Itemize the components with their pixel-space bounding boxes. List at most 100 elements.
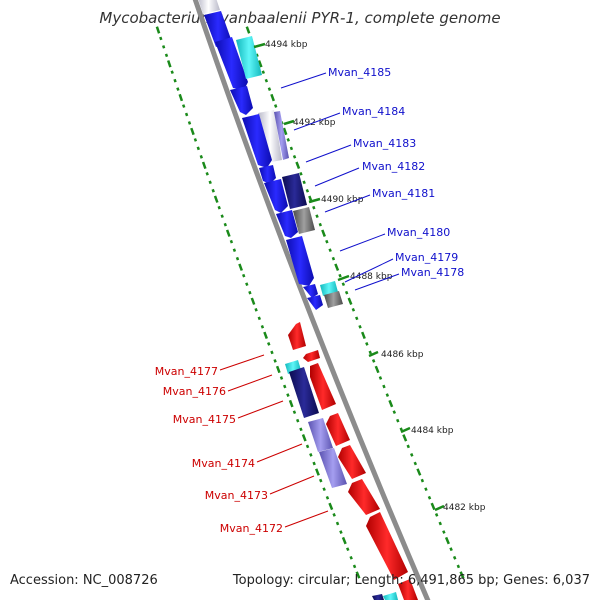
gene-label-mvan-4176[interactable]: Mvan_4176 [163, 385, 226, 398]
gene-label-mvan-4185[interactable]: Mvan_4185 [328, 66, 391, 79]
ring-tick [182, 104, 186, 108]
ring-tick [270, 93, 275, 102]
ring-tick [378, 376, 383, 380]
gene-label-mvan-4172[interactable]: Mvan_4172 [220, 522, 283, 535]
ring-tick [334, 263, 340, 271]
ring-tick [459, 571, 465, 579]
ring-tick [410, 453, 414, 457]
ring-tick [302, 180, 306, 185]
ring-tick [347, 297, 353, 305]
gene-arrow[interactable] [383, 592, 398, 600]
ring-tick [299, 427, 303, 432]
ring-tick [260, 324, 265, 329]
ring-tick [331, 256, 336, 261]
gene-arrow[interactable] [264, 179, 288, 213]
ring-tick [178, 93, 184, 102]
ring-tick [205, 171, 209, 176]
ring-tick [325, 495, 330, 500]
ring-tick [396, 418, 400, 423]
ring-tick [382, 384, 386, 389]
ring-tick [321, 229, 326, 237]
gene-arrow[interactable] [242, 114, 272, 168]
ring-tick [286, 393, 290, 397]
gene-label-mvan-4173[interactable]: Mvan_4173 [205, 489, 268, 502]
gene-arrow[interactable] [338, 445, 366, 479]
ring-tick [344, 290, 349, 295]
gene-label-mvan-4178[interactable]: Mvan_4178 [401, 266, 464, 279]
ring-tick [190, 127, 195, 136]
ring-tick [305, 188, 310, 193]
ring-tick [399, 427, 403, 432]
ring-tick [315, 468, 320, 476]
ring-tick [257, 316, 261, 321]
gene-arrow[interactable] [398, 579, 418, 600]
gene-label-mvan-4177[interactable]: Mvan_4177 [155, 365, 218, 378]
ring-tick [223, 222, 227, 227]
ring-tick [358, 324, 362, 329]
gene-label-mvan-4184[interactable]: Mvan_4184 [342, 105, 405, 118]
ring-tick [430, 502, 436, 511]
ring-tick [315, 214, 319, 219]
ring-tick [413, 461, 418, 466]
ring-tick [289, 146, 294, 151]
gene-arrow[interactable] [286, 236, 314, 286]
ring-tick [288, 399, 294, 408]
gene-arrow[interactable] [288, 322, 306, 350]
gene-label-mvan-4179[interactable]: Mvan_4179 [395, 251, 458, 264]
ring-tick [176, 87, 180, 91]
ring-tick [449, 547, 453, 552]
gene-arrow[interactable] [215, 37, 248, 90]
ring-tick [352, 564, 357, 569]
ring-tick [245, 282, 249, 287]
gene-arrow[interactable] [319, 448, 347, 488]
gene-label-mvan-4180[interactable]: Mvan_4180 [387, 226, 450, 239]
ring-tick [312, 205, 316, 210]
gene-arrow[interactable] [372, 594, 384, 600]
gene-arrow[interactable] [197, 0, 220, 14]
gene-arrow[interactable] [324, 291, 343, 308]
gene-arrow[interactable] [282, 173, 307, 209]
kbp-tick-label: 4484 kbp [411, 426, 454, 436]
ring-tick [208, 180, 212, 185]
gene-arrow[interactable] [293, 207, 315, 234]
ring-tick [196, 146, 200, 151]
gene-arrow[interactable] [366, 512, 408, 580]
gene-label-mvan-4182[interactable]: Mvan_4182 [362, 160, 425, 173]
gene-arrow[interactable] [204, 11, 232, 47]
ring-tick [164, 53, 169, 58]
ring-tick [267, 87, 272, 91]
gene-arrow[interactable] [274, 111, 289, 160]
gene-arrow[interactable] [259, 165, 276, 184]
gene-arrow[interactable] [326, 413, 350, 446]
gene-arrow[interactable] [307, 295, 323, 310]
ring-tick [351, 307, 356, 312]
kbp-tick-label: 4482 kbp [443, 503, 486, 513]
gene-arrow[interactable] [230, 86, 253, 115]
gene-arrow[interactable] [289, 367, 319, 418]
gene-arrow[interactable] [276, 210, 298, 238]
gene-arrow[interactable] [236, 36, 262, 79]
ring-tick [392, 410, 397, 415]
ring-tick [199, 154, 203, 159]
ring-tick [309, 453, 313, 457]
gene-label-mvan-4181[interactable]: Mvan_4181 [372, 187, 435, 200]
gene-label-mvan-4183[interactable]: Mvan_4183 [353, 137, 416, 150]
ring-tick [456, 564, 461, 569]
gene-arrow[interactable] [308, 418, 333, 452]
ring-tick [361, 331, 366, 340]
gene-label-mvan-4175[interactable]: Mvan_4175 [173, 413, 236, 426]
ring-tick [318, 222, 322, 227]
gene-arrow[interactable] [310, 363, 336, 410]
ring-tick [282, 127, 288, 136]
gene-arrow[interactable] [303, 350, 320, 362]
gene-label-mvan-4174[interactable]: Mvan_4174 [192, 457, 255, 470]
ring-tick [173, 78, 177, 83]
gene-arrow[interactable] [303, 284, 318, 298]
ring-tick [159, 36, 163, 41]
inner-tick-ring [155, 26, 361, 579]
gene-arrow[interactable] [320, 281, 338, 296]
ring-tick [292, 410, 297, 415]
ring-tick [444, 536, 450, 545]
gene-arrow[interactable] [348, 479, 380, 515]
ring-tick [420, 478, 425, 483]
